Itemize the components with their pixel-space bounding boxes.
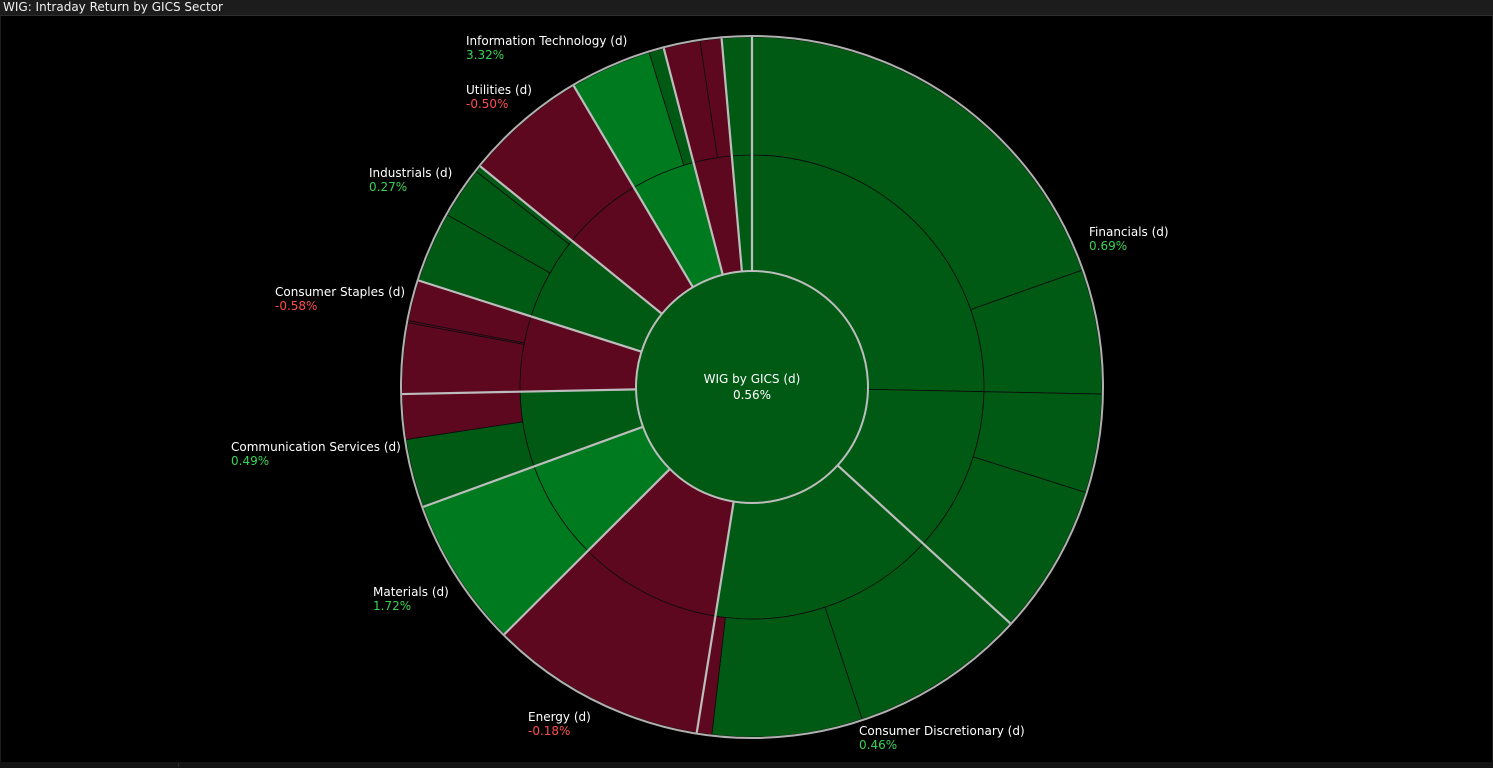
sector-label-energy: Energy (d): [528, 710, 591, 724]
sector-value-financials: 0.69%: [1089, 239, 1127, 253]
center-circle[interactable]: [635, 270, 869, 504]
sector-divider: [503, 468, 671, 636]
sector-label-communication-services: Communication Services (d): [231, 440, 401, 454]
sector-value-energy: -0.18%: [528, 724, 570, 738]
status-bar: [0, 762, 1493, 768]
sector-label-materials: Materials (d): [373, 585, 449, 599]
sector-label-information-technology: Information Technology (d): [466, 34, 627, 48]
sector-value-industrials: 0.27%: [369, 180, 407, 194]
sector-divider: [836, 464, 1011, 625]
sector-label-consumer-discretionary: Consumer Discretionary (d): [859, 724, 1025, 738]
stock-segment-financials-0[interactable]: [751, 36, 1083, 311]
center-label: WIG by GICS (d): [704, 372, 801, 386]
sector-label-consumer-staples: Consumer Staples (d): [275, 285, 405, 299]
sector-divider: [479, 165, 663, 315]
sector-label-utilities: Utilities (d): [466, 83, 532, 97]
sector-dividers: [402, 37, 1011, 733]
window-title: WIG: Intraday Return by GICS Sector: [3, 0, 223, 14]
sector-value-information-technology: 3.32%: [466, 48, 504, 62]
sector-value-consumer-discretionary: 0.46%: [859, 738, 897, 752]
sector-value-materials: 1.72%: [373, 599, 411, 613]
sector-label-industrials: Industrials (d): [369, 166, 452, 180]
sector-value-communication-services: 0.49%: [231, 454, 269, 468]
sector-label-financials: Financials (d): [1089, 225, 1169, 239]
center-value: 0.56%: [733, 388, 771, 402]
sunburst-segments: [401, 36, 1103, 738]
status-bar-divider: [178, 763, 1049, 767]
sector-divider: [572, 85, 694, 288]
sector-divider: [662, 48, 724, 276]
window-title-bar: WIG: Intraday Return by GICS Sector: [0, 0, 1493, 16]
sector-labels: Financials (d)0.69% Consumer Discretionar…: [231, 34, 1169, 752]
sector-value-utilities: -0.50%: [466, 97, 508, 111]
sector-divider: [720, 38, 744, 272]
sector-divider: [402, 388, 637, 396]
sector-value-consumer-staples: -0.58%: [275, 299, 317, 313]
sector-divider: [695, 501, 735, 733]
sector-divider: [418, 279, 642, 353]
sector-divider: [422, 425, 644, 508]
outer-ring-border: [400, 35, 1104, 739]
